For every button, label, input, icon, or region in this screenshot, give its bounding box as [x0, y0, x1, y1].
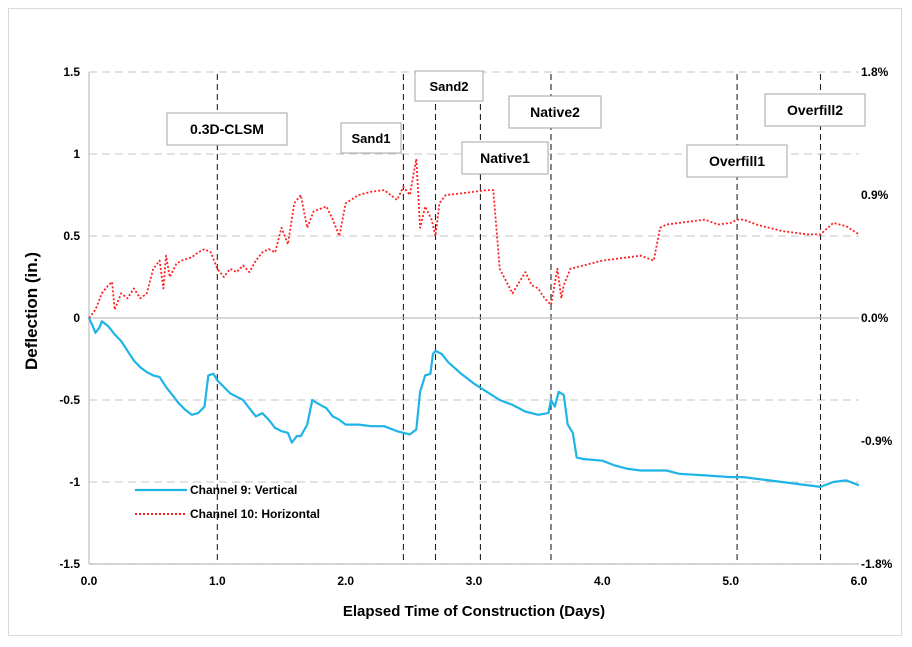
stage-label: Native2 [530, 104, 580, 120]
x-tick-label: 3.0 [466, 574, 483, 588]
y-tick-label: 1 [73, 147, 80, 161]
stage-label: Overfill1 [709, 153, 765, 169]
legend: Channel 9: Vertical Channel 10: Horizont… [135, 483, 320, 521]
x-tick-label: 5.0 [722, 574, 739, 588]
x-tick-label: 4.0 [594, 574, 611, 588]
y2-tick-label: 1.8% [861, 65, 889, 79]
stage-label-box [686, 144, 788, 178]
stage-label-box [414, 70, 484, 102]
x-axis-title: Elapsed Time of Construction (Days) [343, 603, 605, 620]
tick-labels: -1.5 -1 -0.5 0 0.5 1 1.5 0.0 1.0 2.0 3.0 4.0 5.0 6.0 -… [59, 65, 892, 588]
x-tick-label: 2.0 [337, 574, 354, 588]
stage-label: Sand2 [429, 79, 468, 94]
y-tick-label: -0.5 [59, 393, 80, 407]
y2-tick-label: 0.0% [861, 311, 889, 325]
stage-label-box [461, 141, 549, 175]
legend-label-horizontal: Channel 10: Horizontal [190, 507, 320, 521]
stage-label: Native1 [480, 150, 530, 166]
stage-label: Sand1 [351, 131, 390, 146]
stage-label-box [764, 93, 866, 127]
series-line-horizontal [88, 157, 860, 319]
x-tick-label: 0.0 [81, 574, 98, 588]
y-tick-label: -1 [69, 475, 80, 489]
series-line-vertical [88, 317, 860, 488]
y-tick-label: 1.5 [63, 65, 80, 79]
stage-label: Overfill2 [787, 102, 843, 118]
y-tick-label: 0 [73, 311, 80, 325]
stage-label-box [340, 122, 402, 154]
series-lines [88, 157, 860, 488]
y-tick-label: 0.5 [63, 229, 80, 243]
stage-labels: 0.3D-CLSM Sand1 Sand2 Native1 Native2 Overfil… [166, 70, 866, 178]
stage-label-box [166, 112, 288, 146]
x-tick-label: 6.0 [851, 574, 868, 588]
x-tick-label: 1.0 [209, 574, 226, 588]
chart-frame: 0.3D-CLSM Sand1 Sand2 Native1 Native2 Overfil… [8, 8, 902, 636]
stage-label: 0.3D-CLSM [190, 121, 264, 137]
y2-tick-label: -1.8% [861, 557, 893, 571]
legend-label-vertical: Channel 9: Vertical [190, 483, 297, 497]
y-axis-title: Deflection (in.) [22, 252, 41, 370]
y2-tick-label: -0.9% [861, 434, 893, 448]
y-tick-label: -1.5 [59, 557, 80, 571]
deflection-chart: 0.3D-CLSM Sand1 Sand2 Native1 Native2 Overfil… [22, 65, 893, 620]
stage-label-box [508, 95, 602, 129]
y2-tick-label: 0.9% [861, 188, 889, 202]
